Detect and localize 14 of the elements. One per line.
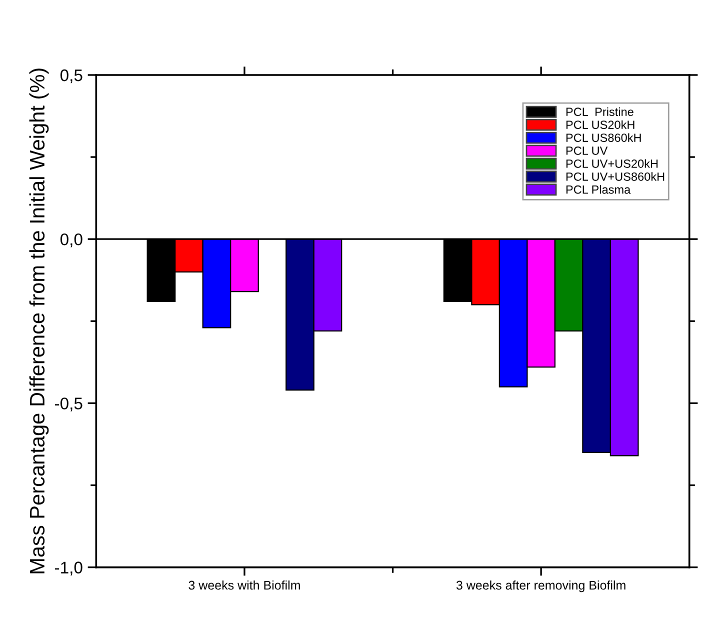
legend-label: PCL Plasma — [566, 185, 631, 194]
y-tick-label: -1,0 — [55, 562, 82, 576]
x-tick-label: 3 weeks after removing Biofilm — [456, 580, 626, 592]
legend-label: PCL US860kH — [566, 133, 641, 142]
legend-label: PCL US20kH — [566, 120, 634, 129]
legend-label: PCL UV — [566, 146, 608, 155]
y-tick-label: 0,0 — [60, 233, 82, 248]
legend-label: PCL UV+US20kH — [566, 159, 658, 168]
y-tick-label: -0,5 — [55, 398, 82, 412]
legend-label: PCL UV+US860kH — [566, 172, 664, 181]
y-tick-label: 0,5 — [60, 69, 82, 84]
y-axis-title: Mass Percantage Difference from the Initial Weight (%) — [29, 68, 49, 574]
x-tick-label: 3 weeks with Biofilm — [188, 580, 300, 590]
legend-label: PCL Pristine — [566, 107, 634, 116]
